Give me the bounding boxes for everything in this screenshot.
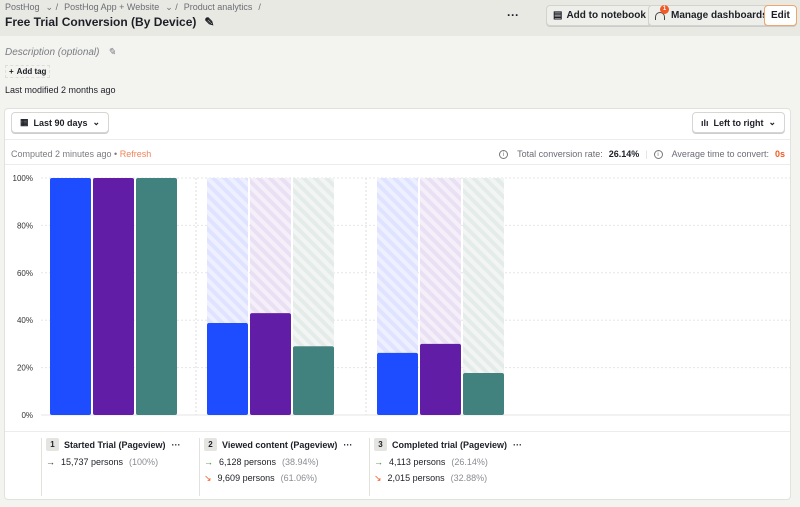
converted-percent: (38.94%) xyxy=(282,457,319,467)
breadcrumb-org[interactable]: PostHog xyxy=(5,2,40,12)
stats-divider: | xyxy=(645,149,648,159)
y-tick-label: 20% xyxy=(17,364,33,373)
step-more-button[interactable]: ··· xyxy=(171,439,181,450)
computed-text: Computed 2 minutes ago • xyxy=(11,149,118,159)
step-more-button[interactable]: ··· xyxy=(513,439,523,450)
converted-count: 15,737 persons xyxy=(61,457,124,467)
total-rate-label: Total conversion rate: xyxy=(517,149,603,159)
funnel-chart: 0% 20% 40% 60% 80% 100% xyxy=(13,174,790,420)
breadcrumb-section[interactable]: Product analytics xyxy=(183,2,253,12)
dropped-percent: (61.06%) xyxy=(280,473,318,483)
converted-percent: (26.14%) xyxy=(451,457,488,467)
dropped-percent: (32.88%) xyxy=(450,473,488,483)
y-tick-label: 60% xyxy=(17,269,33,278)
step-number: 3 xyxy=(374,438,387,451)
breadcrumb-separator: ⌄ / xyxy=(165,2,178,12)
dropped-count: 2,015 persons xyxy=(387,473,445,483)
y-tick-label: 100% xyxy=(13,174,33,183)
pencil-icon[interactable]: ✎ xyxy=(204,15,215,29)
dropoff-bar xyxy=(377,178,418,353)
bar-series-3-step-1[interactable] xyxy=(136,178,177,415)
refresh-link[interactable]: Refresh xyxy=(119,149,152,159)
step-name[interactable]: Completed trial (Pageview) xyxy=(392,439,508,450)
chevron-down-icon: ⌄ xyxy=(768,117,776,127)
step-legend-2: 2 Viewed content (Pageview) ··· → 6,128 per… xyxy=(199,438,361,496)
pencil-icon[interactable]: ✎ xyxy=(107,47,116,58)
bar-series-2-step-3[interactable] xyxy=(420,343,461,415)
y-tick-label: 0% xyxy=(21,411,33,420)
bar-series-1-step-2[interactable] xyxy=(207,323,248,415)
converted-count: 4,113 persons xyxy=(389,457,446,467)
bar-series-2-step-2[interactable] xyxy=(250,313,291,415)
page-title[interactable]: Free Trial Conversion (By Device) xyxy=(5,15,197,29)
last-modified: Last modified 2 months ago xyxy=(5,85,116,95)
plus-icon: + xyxy=(9,67,14,76)
bar-series-3-step-2[interactable] xyxy=(293,346,334,415)
avg-time-label: Average time to convert: xyxy=(671,149,769,159)
step-name[interactable]: Viewed content (Pageview) xyxy=(222,439,338,450)
calendar-icon: ▦ xyxy=(20,117,29,127)
converted-count: 6,128 persons xyxy=(219,457,277,467)
edit-button[interactable]: Edit xyxy=(764,5,797,26)
dropoff-bar xyxy=(463,178,504,374)
breadcrumb-separator: / xyxy=(258,2,261,12)
total-rate-value: 26.14% xyxy=(608,149,640,159)
breadcrumb: PostHog ⌄ / PostHog App + Website ⌄ / Prod… xyxy=(5,2,261,13)
arrow-down-right-icon: ↘ xyxy=(204,473,212,483)
bar-series-2-step-1[interactable] xyxy=(93,178,134,415)
layout-select[interactable]: ılı Left to right ⌄ xyxy=(691,112,785,133)
dropoff-bar xyxy=(293,178,334,347)
date-range-select[interactable]: ▦ Last 90 days ⌄ xyxy=(11,112,110,133)
dropoff-bar xyxy=(420,178,461,344)
bar-series-1-step-3[interactable] xyxy=(377,352,418,415)
converted-percent: (100%) xyxy=(129,457,159,467)
description-field[interactable]: Description (optional) xyxy=(5,47,100,58)
arrow-right-icon: → xyxy=(46,457,55,467)
bar-series-3-step-3[interactable] xyxy=(463,373,504,415)
top-bar: PostHog ⌄ / PostHog App + Website ⌄ / Prod… xyxy=(0,0,800,36)
step-number: 1 xyxy=(46,438,59,451)
breadcrumb-separator: ⌄ / xyxy=(45,2,59,12)
step-legend-1: 1 Started Trial (Pageview) ··· → 15,737 per… xyxy=(41,438,203,496)
step-more-button[interactable]: ··· xyxy=(343,439,353,450)
step-name[interactable]: Started Trial (Pageview) xyxy=(64,439,166,450)
notebook-icon: ▤ xyxy=(553,10,563,21)
arrow-down-right-icon: ↘ xyxy=(374,473,382,483)
arrow-right-icon: → xyxy=(374,457,383,467)
y-tick-label: 80% xyxy=(17,221,33,230)
dashboard-icon: 1 xyxy=(655,4,669,20)
arrow-right-icon: → xyxy=(204,457,213,467)
dropoff-bar xyxy=(207,178,248,324)
notification-badge: 1 xyxy=(660,4,669,14)
y-tick-label: 40% xyxy=(17,316,33,325)
dropoff-bar xyxy=(250,178,291,314)
info-icon: i xyxy=(499,149,509,159)
add-to-notebook-button[interactable]: ▤ Add to notebook xyxy=(546,5,653,26)
dropped-count: 9,609 persons xyxy=(217,473,275,483)
bar-series-1-step-1[interactable] xyxy=(50,178,91,415)
step-number: 2 xyxy=(204,438,217,451)
bar-chart-icon: ılı xyxy=(700,117,709,128)
info-icon: i xyxy=(653,149,663,159)
chevron-down-icon: ⌄ xyxy=(92,117,101,127)
breadcrumb-project[interactable]: PostHog App + Website xyxy=(64,2,160,12)
avg-time-value: 0s xyxy=(774,149,785,159)
more-button[interactable]: ··· xyxy=(507,8,519,22)
manage-dashboards-button[interactable]: 1 Manage dashboards xyxy=(648,4,775,26)
add-tag-button[interactable]: + Add tag xyxy=(5,65,51,78)
insight-card: ▦ Last 90 days ⌄ ılı Left to right ⌄ Compute… xyxy=(4,108,791,500)
step-legend-3: 3 Completed trial (Pageview) ··· → 4,113 pe… xyxy=(369,438,531,496)
